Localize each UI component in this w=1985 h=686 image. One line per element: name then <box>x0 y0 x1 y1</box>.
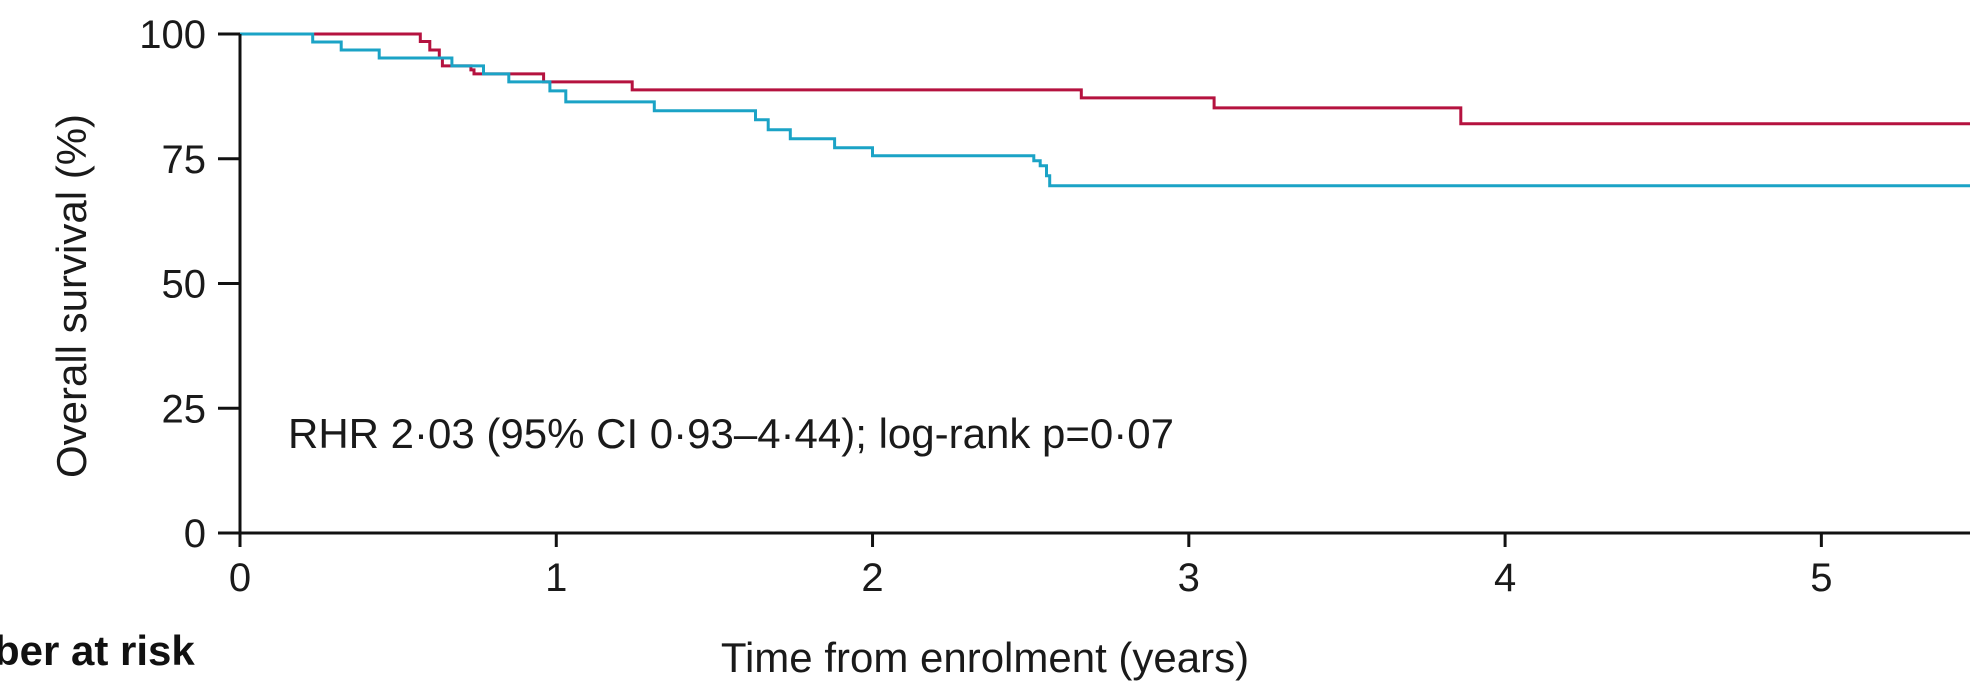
x-tick-label: 1 <box>545 556 567 600</box>
y-tick-label: 25 <box>162 387 207 431</box>
x-tick-label: 0 <box>229 556 251 600</box>
number-at-risk-header: ber at risk <box>0 627 195 674</box>
y-tick-label: 0 <box>184 512 206 556</box>
annotation-text: RHR 2·03 (95% CI 0·93–4·44); log-rank p=… <box>288 410 1174 457</box>
x-tick-label: 3 <box>1178 556 1200 600</box>
y-tick-label: 50 <box>162 263 207 307</box>
survival-curve-2 <box>240 32 1970 188</box>
x-axis-title: Time from enrolment (years) <box>721 634 1249 681</box>
y-tick-label: 75 <box>162 138 207 182</box>
y-axis-title: Overall survival (%) <box>48 114 95 478</box>
y-tick-label: 100 <box>139 13 206 57</box>
x-tick-label: 5 <box>1810 556 1832 600</box>
survival-curve-1 <box>240 32 1970 126</box>
x-tick-label: 4 <box>1494 556 1516 600</box>
axes <box>238 34 1970 535</box>
survival-curves <box>240 32 1970 188</box>
x-tick-label: 2 <box>861 556 883 600</box>
